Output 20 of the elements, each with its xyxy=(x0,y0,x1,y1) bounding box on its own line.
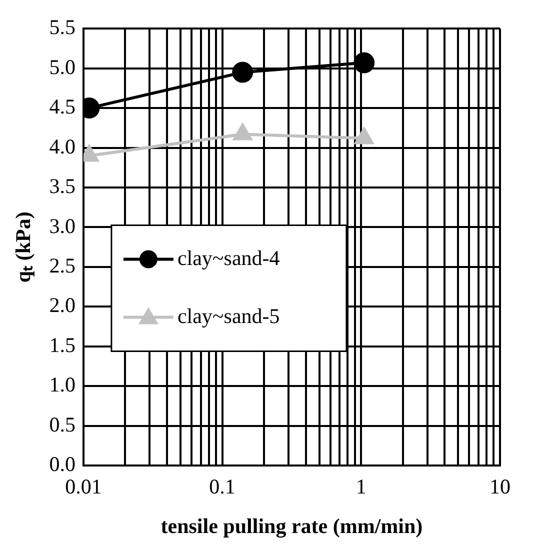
y-tick-label: 5.0 xyxy=(49,54,76,79)
y-tick-label: 0.0 xyxy=(49,452,76,476)
y-tick-label: 3.5 xyxy=(49,174,76,198)
y-tick-label: 3.0 xyxy=(49,214,76,238)
x-axis-title: tensile pulling rate (mm/min) xyxy=(160,514,423,538)
legend-label: clay~sand-5 xyxy=(177,304,280,328)
y-tick-label: 4.5 xyxy=(49,94,76,119)
y-tick-label: 4.0 xyxy=(49,134,76,158)
x-tick-label: 10 xyxy=(490,474,510,499)
y-axis-title: qₜ (kPa) xyxy=(11,212,36,283)
y-tick-label: 1.0 xyxy=(49,372,76,397)
x-tick-label: 0.1 xyxy=(209,474,236,499)
y-tick-label: 1.5 xyxy=(49,332,76,357)
y-tick-label: 0.5 xyxy=(49,412,76,436)
y-tick-label: 2.0 xyxy=(49,293,76,318)
x-tick-label: 0.01 xyxy=(65,474,102,499)
y-tick-label: 5.5 xyxy=(49,15,76,40)
y-tick-label: 2.5 xyxy=(49,253,76,278)
legend-label: clay~sand-4 xyxy=(177,246,280,270)
x-tick-label: 1 xyxy=(356,474,366,499)
